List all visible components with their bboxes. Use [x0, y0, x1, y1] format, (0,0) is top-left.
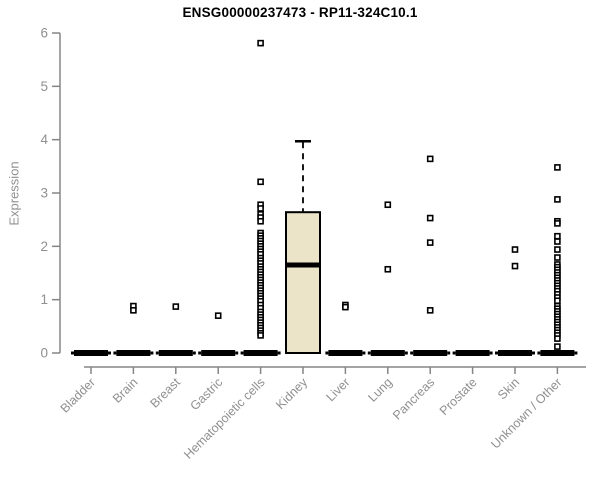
- boxplot-hematopoietic-cells-cap-right: [277, 351, 281, 355]
- boxplot-liver-outlier-point: [342, 303, 349, 311]
- y-tick-label: 4: [40, 132, 48, 147]
- boxplot-lung-outlier-point: [384, 265, 392, 273]
- boxplot-hematopoietic-cells-outlier-point: [257, 332, 264, 339]
- y-tick-label: 1: [40, 292, 48, 307]
- boxplot-prostate-cap-left: [452, 351, 456, 355]
- boxplot-pancreas-outlier-point: [426, 155, 434, 163]
- boxplot-bladder-median: [74, 350, 108, 356]
- y-tick-label: 6: [40, 26, 48, 41]
- x-tick-label-gastric: Gastric: [187, 375, 225, 413]
- y-tick-label: 2: [40, 239, 48, 254]
- boxplot-liver-cap-right: [362, 351, 366, 355]
- boxplot-unknown-other-outlier-point: [554, 246, 561, 253]
- boxplot-breast-cap-right: [192, 351, 196, 355]
- x-tick-label-brain: Brain: [110, 375, 141, 406]
- boxplot-skin-outlier-point: [511, 262, 519, 270]
- boxplot-unknown-other-outlier-point: [554, 343, 561, 350]
- x-tick-label-lung: Lung: [365, 375, 395, 405]
- boxplot-gastric-outlier-point: [214, 312, 222, 319]
- boxplot-brain-cap-left: [113, 351, 117, 355]
- boxplot-unknown-other-cap-right: [574, 351, 578, 355]
- boxplot-kidney-box: [285, 211, 321, 354]
- x-tick-label-bladder: Bladder: [58, 375, 98, 415]
- boxplot-bladder-cap-left: [71, 351, 74, 355]
- boxplot-unknown-other-outlier-point: [554, 238, 561, 245]
- x-tick-label-skin: Skin: [495, 375, 522, 402]
- boxplot-pancreas-outlier-point: [426, 239, 434, 246]
- boxplot-unknown-other-median: [540, 350, 575, 356]
- boxplot-hematopoietic-cells-outlier-point: [257, 217, 264, 225]
- boxplot-pancreas-cap-left: [410, 351, 414, 355]
- boxplot-gastric-median: [201, 350, 236, 356]
- boxplot-lung-cap-right: [404, 351, 408, 355]
- boxplot-hematopoietic-cells-cap-left: [240, 351, 244, 355]
- boxplot-unknown-other-outlier-point: [554, 335, 561, 342]
- boxplot-unknown-other-outlier-point: [554, 297, 561, 305]
- x-tick-label-prostate: Prostate: [437, 375, 480, 418]
- boxplot-lung-median: [370, 350, 405, 356]
- boxplot-bladder-cap-right: [108, 351, 111, 355]
- boxplot-unknown-other-cap-left: [537, 351, 541, 355]
- boxplot-liver-median: [328, 350, 363, 356]
- boxplot-skin-cap-right: [532, 351, 535, 355]
- y-tick-label: 3: [40, 186, 48, 201]
- boxplot-hematopoietic-cells-median: [243, 350, 278, 356]
- chart-title: ENSG00000237473 - RP11-324C10.1: [182, 5, 418, 20]
- boxplot-breast-cap-left: [155, 351, 159, 355]
- boxplot-unknown-other-outlier-point: [554, 232, 561, 240]
- boxplot-pancreas-outlier-point: [426, 307, 434, 314]
- boxplot-liver-cap-left: [325, 351, 329, 355]
- boxplot-pancreas-cap-right: [447, 351, 451, 355]
- boxplot-pancreas-outlier-point: [426, 214, 434, 222]
- y-tick-label: 0: [40, 346, 48, 361]
- boxplot-unknown-other-outlier-point: [554, 220, 561, 227]
- boxplot-lung-cap-left: [367, 351, 371, 355]
- boxplot-gastric-cap-right: [235, 351, 239, 355]
- boxplot-unknown-other-outlier-point: [554, 254, 561, 261]
- boxplot-breast-outlier-point: [172, 303, 180, 310]
- boxplot-hematopoietic-cells-outlier-point: [257, 178, 264, 186]
- boxplot-skin-cap-left: [495, 351, 498, 355]
- boxplot-kidney-median: [287, 262, 319, 268]
- x-tick-label-hematopoietic-cells: Hematopoietic cells: [181, 375, 268, 462]
- boxplot-gastric-cap-left: [198, 351, 202, 355]
- boxplot-brain-outlier-point: [130, 307, 137, 314]
- boxplot-hematopoietic-cells-outlier-point: [257, 39, 264, 47]
- y-axis-title: Expression: [6, 161, 22, 226]
- boxplot-prostate-median: [455, 350, 490, 356]
- boxplot-lung-outlier-point: [384, 201, 392, 209]
- boxplot-unknown-other-outlier-point: [554, 196, 561, 203]
- boxplot-skin-outlier-point: [511, 246, 519, 253]
- boxplot-prostate-cap-right: [489, 351, 493, 355]
- boxplot-brain-median: [116, 350, 151, 356]
- boxplot-hematopoietic-cells-outlier-point: [257, 205, 264, 212]
- x-tick-label-kidney: Kidney: [273, 375, 310, 412]
- y-tick-label: 5: [40, 79, 48, 94]
- x-tick-label-breast: Breast: [147, 375, 183, 411]
- x-tick-label-pancreas: Pancreas: [390, 375, 437, 422]
- boxplot-skin-median: [498, 350, 532, 356]
- x-tick-label-liver: Liver: [323, 375, 352, 404]
- boxplot-brain-cap-right: [150, 351, 154, 355]
- boxplot-breast-median: [158, 350, 193, 356]
- boxplot-unknown-other-outlier-point: [554, 164, 561, 171]
- boxplot-pancreas-median: [413, 350, 448, 356]
